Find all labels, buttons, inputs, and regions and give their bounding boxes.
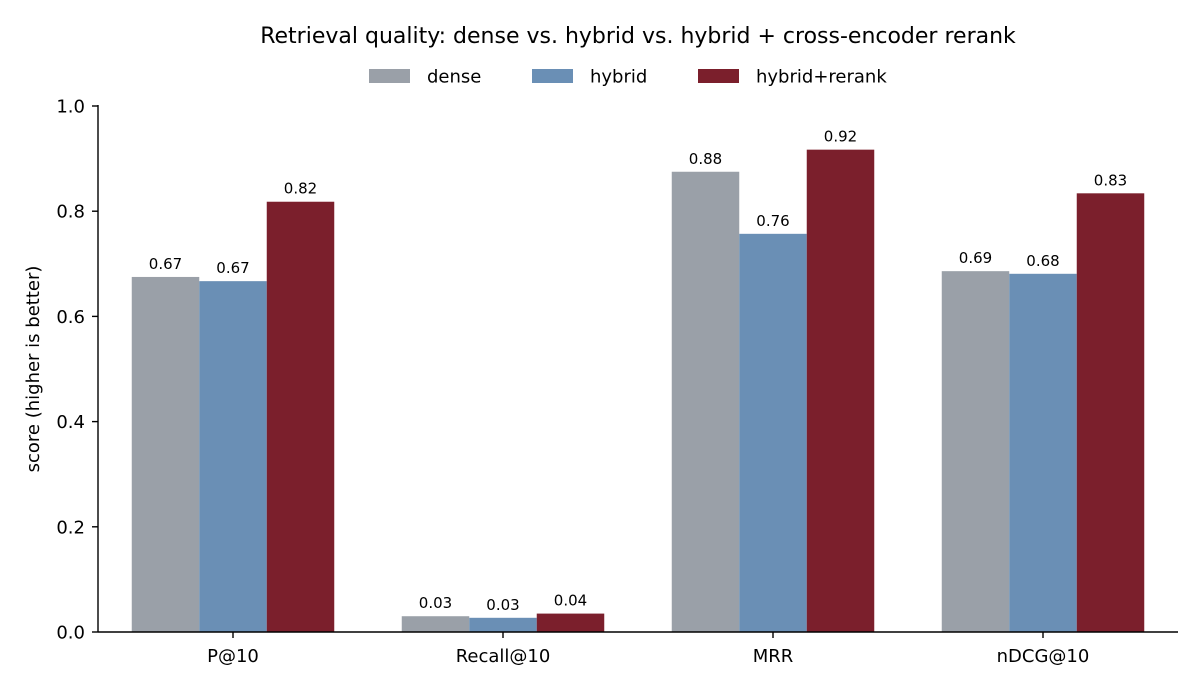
y-axis-label: score (higher is better) <box>23 266 44 473</box>
legend-swatch-hybrid+rerank <box>698 69 739 83</box>
data-label: 0.69 <box>959 249 992 267</box>
legend-label-hybrid+rerank: hybrid+rerank <box>756 67 887 88</box>
x-tick-label: Recall@10 <box>456 646 551 667</box>
legend-label-dense: dense <box>427 67 481 88</box>
bar-hybrid-MRR <box>739 233 807 632</box>
bar-dense-nDCG@10 <box>941 271 1010 632</box>
y-tick-label: 0.6 <box>56 307 85 328</box>
bar-hybrid-Recall@10 <box>469 617 537 632</box>
data-label: 0.82 <box>284 180 317 198</box>
bar-hybrid+rerank-Recall@10 <box>536 613 605 632</box>
bar-dense-P@10 <box>131 276 200 632</box>
y-tick-label: 1.0 <box>56 97 85 118</box>
data-label: 0.67 <box>216 259 249 277</box>
chart-title: Retrieval quality: dense vs. hybrid vs. … <box>260 24 1016 49</box>
data-label: 0.76 <box>756 212 789 230</box>
bar-hybrid+rerank-P@10 <box>266 201 335 632</box>
data-label: 0.03 <box>419 594 452 612</box>
data-label: 0.67 <box>149 255 182 273</box>
y-axis: 0.0 0.2 0.4 0.6 0.8 1.0 <box>56 97 99 644</box>
data-label: 0.03 <box>486 596 519 614</box>
legend-label-hybrid: hybrid <box>590 67 647 88</box>
x-tick-label: nDCG@10 <box>997 646 1090 667</box>
y-tick-label: 0.2 <box>56 517 85 538</box>
y-tick-label: 0.8 <box>56 202 85 223</box>
bar-dense-Recall@10 <box>401 616 470 632</box>
y-tick-label: 0.0 <box>56 623 85 644</box>
legend-swatch-dense <box>369 69 410 83</box>
x-tick-label: MRR <box>753 646 794 667</box>
y-tick-label: 0.4 <box>56 412 85 433</box>
bar-hybrid-nDCG@10 <box>1009 273 1077 632</box>
bar-hybrid+rerank-MRR <box>806 149 875 632</box>
data-label: 0.88 <box>689 150 722 168</box>
bar-hybrid+rerank-nDCG@10 <box>1076 193 1145 633</box>
bar-dense-MRR <box>671 171 740 632</box>
x-tick-label: P@10 <box>207 646 259 667</box>
data-label: 0.68 <box>1026 252 1059 270</box>
data-label: 0.83 <box>1094 171 1127 189</box>
bar-labels-group: 0.67 0.67 0.82 0.03 0.03 0.04 0.88 0.76 0.92 0.69… <box>149 128 1127 614</box>
data-label: 0.04 <box>554 592 587 610</box>
data-label: 0.92 <box>824 128 857 146</box>
legend: dense hybrid hybrid+rerank <box>369 67 887 88</box>
bars-group <box>131 149 1145 633</box>
bar-hybrid-P@10 <box>199 281 267 632</box>
legend-swatch-hybrid <box>532 69 573 83</box>
x-axis: P@10 Recall@10 MRR nDCG@10 <box>98 631 1178 667</box>
